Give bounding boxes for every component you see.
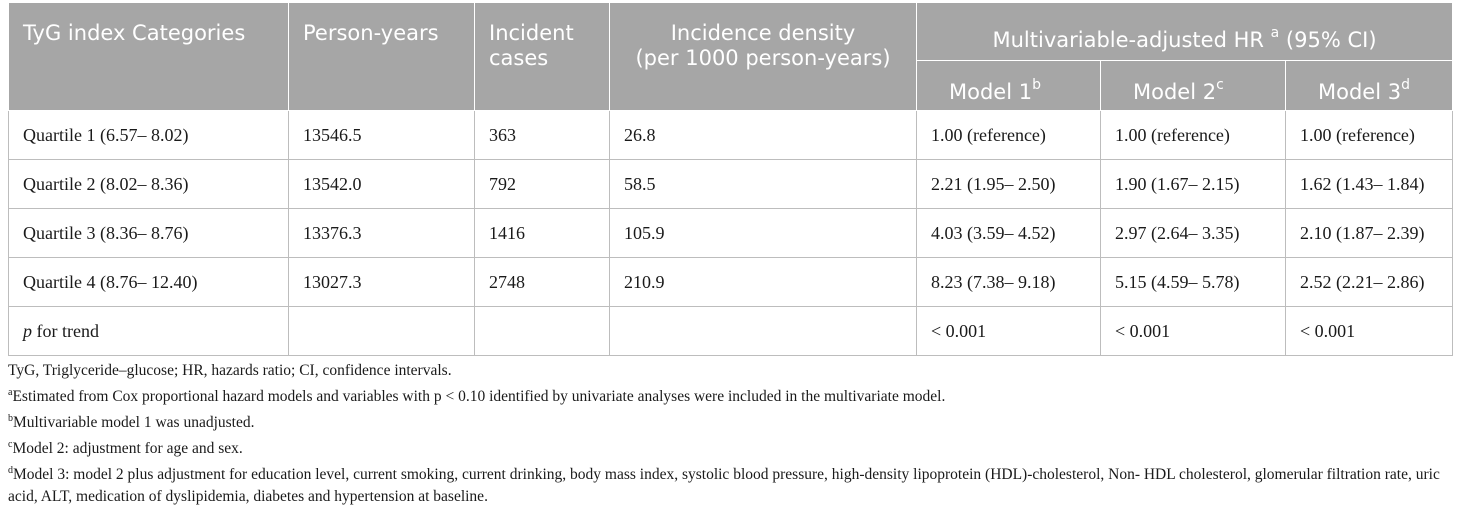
cell-model-3: 2.10 (1.87– 2.39) xyxy=(1284,208,1454,258)
cell-category: Quartile 4 (8.76– 12.40) xyxy=(8,257,289,307)
cell-cases: 792 xyxy=(474,159,610,209)
table-row: Quartile 4 (8.76– 12.40) 13027.3 2748 21… xyxy=(8,257,1454,307)
table-row: Quartile 3 (8.36– 8.76) 13376.3 1416 105… xyxy=(8,208,1454,258)
header-category: TyG index Categories xyxy=(8,2,289,111)
cell-category: Quartile 1 (6.57– 8.02) xyxy=(8,110,289,160)
cell-category: Quartile 2 (8.02– 8.36) xyxy=(8,159,289,209)
cell-person-years: 13542.0 xyxy=(288,159,475,209)
header-density-line1: Incidence density xyxy=(670,21,856,45)
cell-trend-model-2: < 0.001 xyxy=(1100,306,1286,356)
cell-person-years: 13546.5 xyxy=(288,110,475,160)
header-row: TyG index Categories Person-years Incide… xyxy=(8,2,1454,111)
cell-model-3: 2.52 (2.21– 2.86) xyxy=(1284,257,1454,307)
header-model-3: Model 3d xyxy=(1284,60,1454,111)
footnote-b: bMultivariable model 1 was unadjusted. xyxy=(8,413,255,431)
cell-model-3: 1.00 (reference) xyxy=(1284,110,1454,160)
cell-density: 26.8 xyxy=(609,110,917,160)
table-row: Quartile 1 (6.57– 8.02) 13546.5 363 26.8… xyxy=(8,110,1454,160)
cell-density: 105.9 xyxy=(609,208,917,258)
cell-category: Quartile 3 (8.36– 8.76) xyxy=(8,208,289,258)
header-person-years: Person-years xyxy=(288,2,475,111)
header-incidence-density: Incidence density (per 1000 person-years… xyxy=(609,2,917,111)
cell-model-2: 1.90 (1.67– 2.15) xyxy=(1100,159,1286,209)
cell-trend-model-3: < 0.001 xyxy=(1284,306,1454,356)
header-density-line2: (per 1000 person-years) xyxy=(635,46,891,70)
cell-model-2: 2.97 (2.64– 3.35) xyxy=(1100,208,1286,258)
cell-empty xyxy=(288,306,475,356)
cell-cases: 363 xyxy=(474,110,610,160)
footnote-c: cModel 2: adjustment for age and sex. xyxy=(8,439,243,457)
cell-model-1: 1.00 (reference) xyxy=(916,110,1101,160)
cell-density: 58.5 xyxy=(609,159,917,209)
cell-cases: 2748 xyxy=(474,257,610,307)
header-hr-group: Multivariable-adjusted HR a (95% CI) xyxy=(915,2,1454,61)
footnote-d: dModel 3: model 2 plus adjustment for ed… xyxy=(8,465,1440,505)
cell-model-1: 4.03 (3.59– 4.52) xyxy=(916,208,1101,258)
header-model-2: Model 2c xyxy=(1100,60,1286,111)
table-row: Quartile 2 (8.02– 8.36) 13542.0 792 58.5… xyxy=(8,159,1454,209)
cell-empty xyxy=(474,306,610,356)
header-incident-cases: Incident cases xyxy=(474,2,610,111)
cell-cases: 1416 xyxy=(474,208,610,258)
footnote-abbreviations: TyG, Triglyceride–glucose; HR, hazards r… xyxy=(8,362,452,379)
cell-trend-label: p for trend xyxy=(8,306,289,356)
cell-person-years: 13027.3 xyxy=(288,257,475,307)
subheader-row: Model 1b Model 2c Model 3d xyxy=(9,60,1454,111)
table-footnotes: TyG, Triglyceride–glucose; HR, hazards r… xyxy=(8,360,1452,508)
cell-trend-model-1: < 0.001 xyxy=(916,306,1101,356)
cell-model-1: 2.21 (1.95– 2.50) xyxy=(916,159,1101,209)
cell-empty xyxy=(609,306,917,356)
cell-model-2: 5.15 (4.59– 5.78) xyxy=(1100,257,1286,307)
results-table: TyG index Categories Person-years Incide… xyxy=(8,2,1454,356)
header-model-1: Model 1b xyxy=(916,60,1101,111)
results-table-container: TyG index Categories Person-years Incide… xyxy=(8,2,1454,356)
footnote-a: aEstimated from Cox proportional hazard … xyxy=(8,387,946,405)
cell-model-2: 1.00 (reference) xyxy=(1100,110,1286,160)
cell-model-3: 1.62 (1.43– 1.84) xyxy=(1284,159,1454,209)
cell-person-years: 13376.3 xyxy=(288,208,475,258)
cell-density: 210.9 xyxy=(609,257,917,307)
cell-model-1: 8.23 (7.38– 9.18) xyxy=(916,257,1101,307)
trend-row: p for trend < 0.001 < 0.001 < 0.001 xyxy=(8,306,1454,356)
